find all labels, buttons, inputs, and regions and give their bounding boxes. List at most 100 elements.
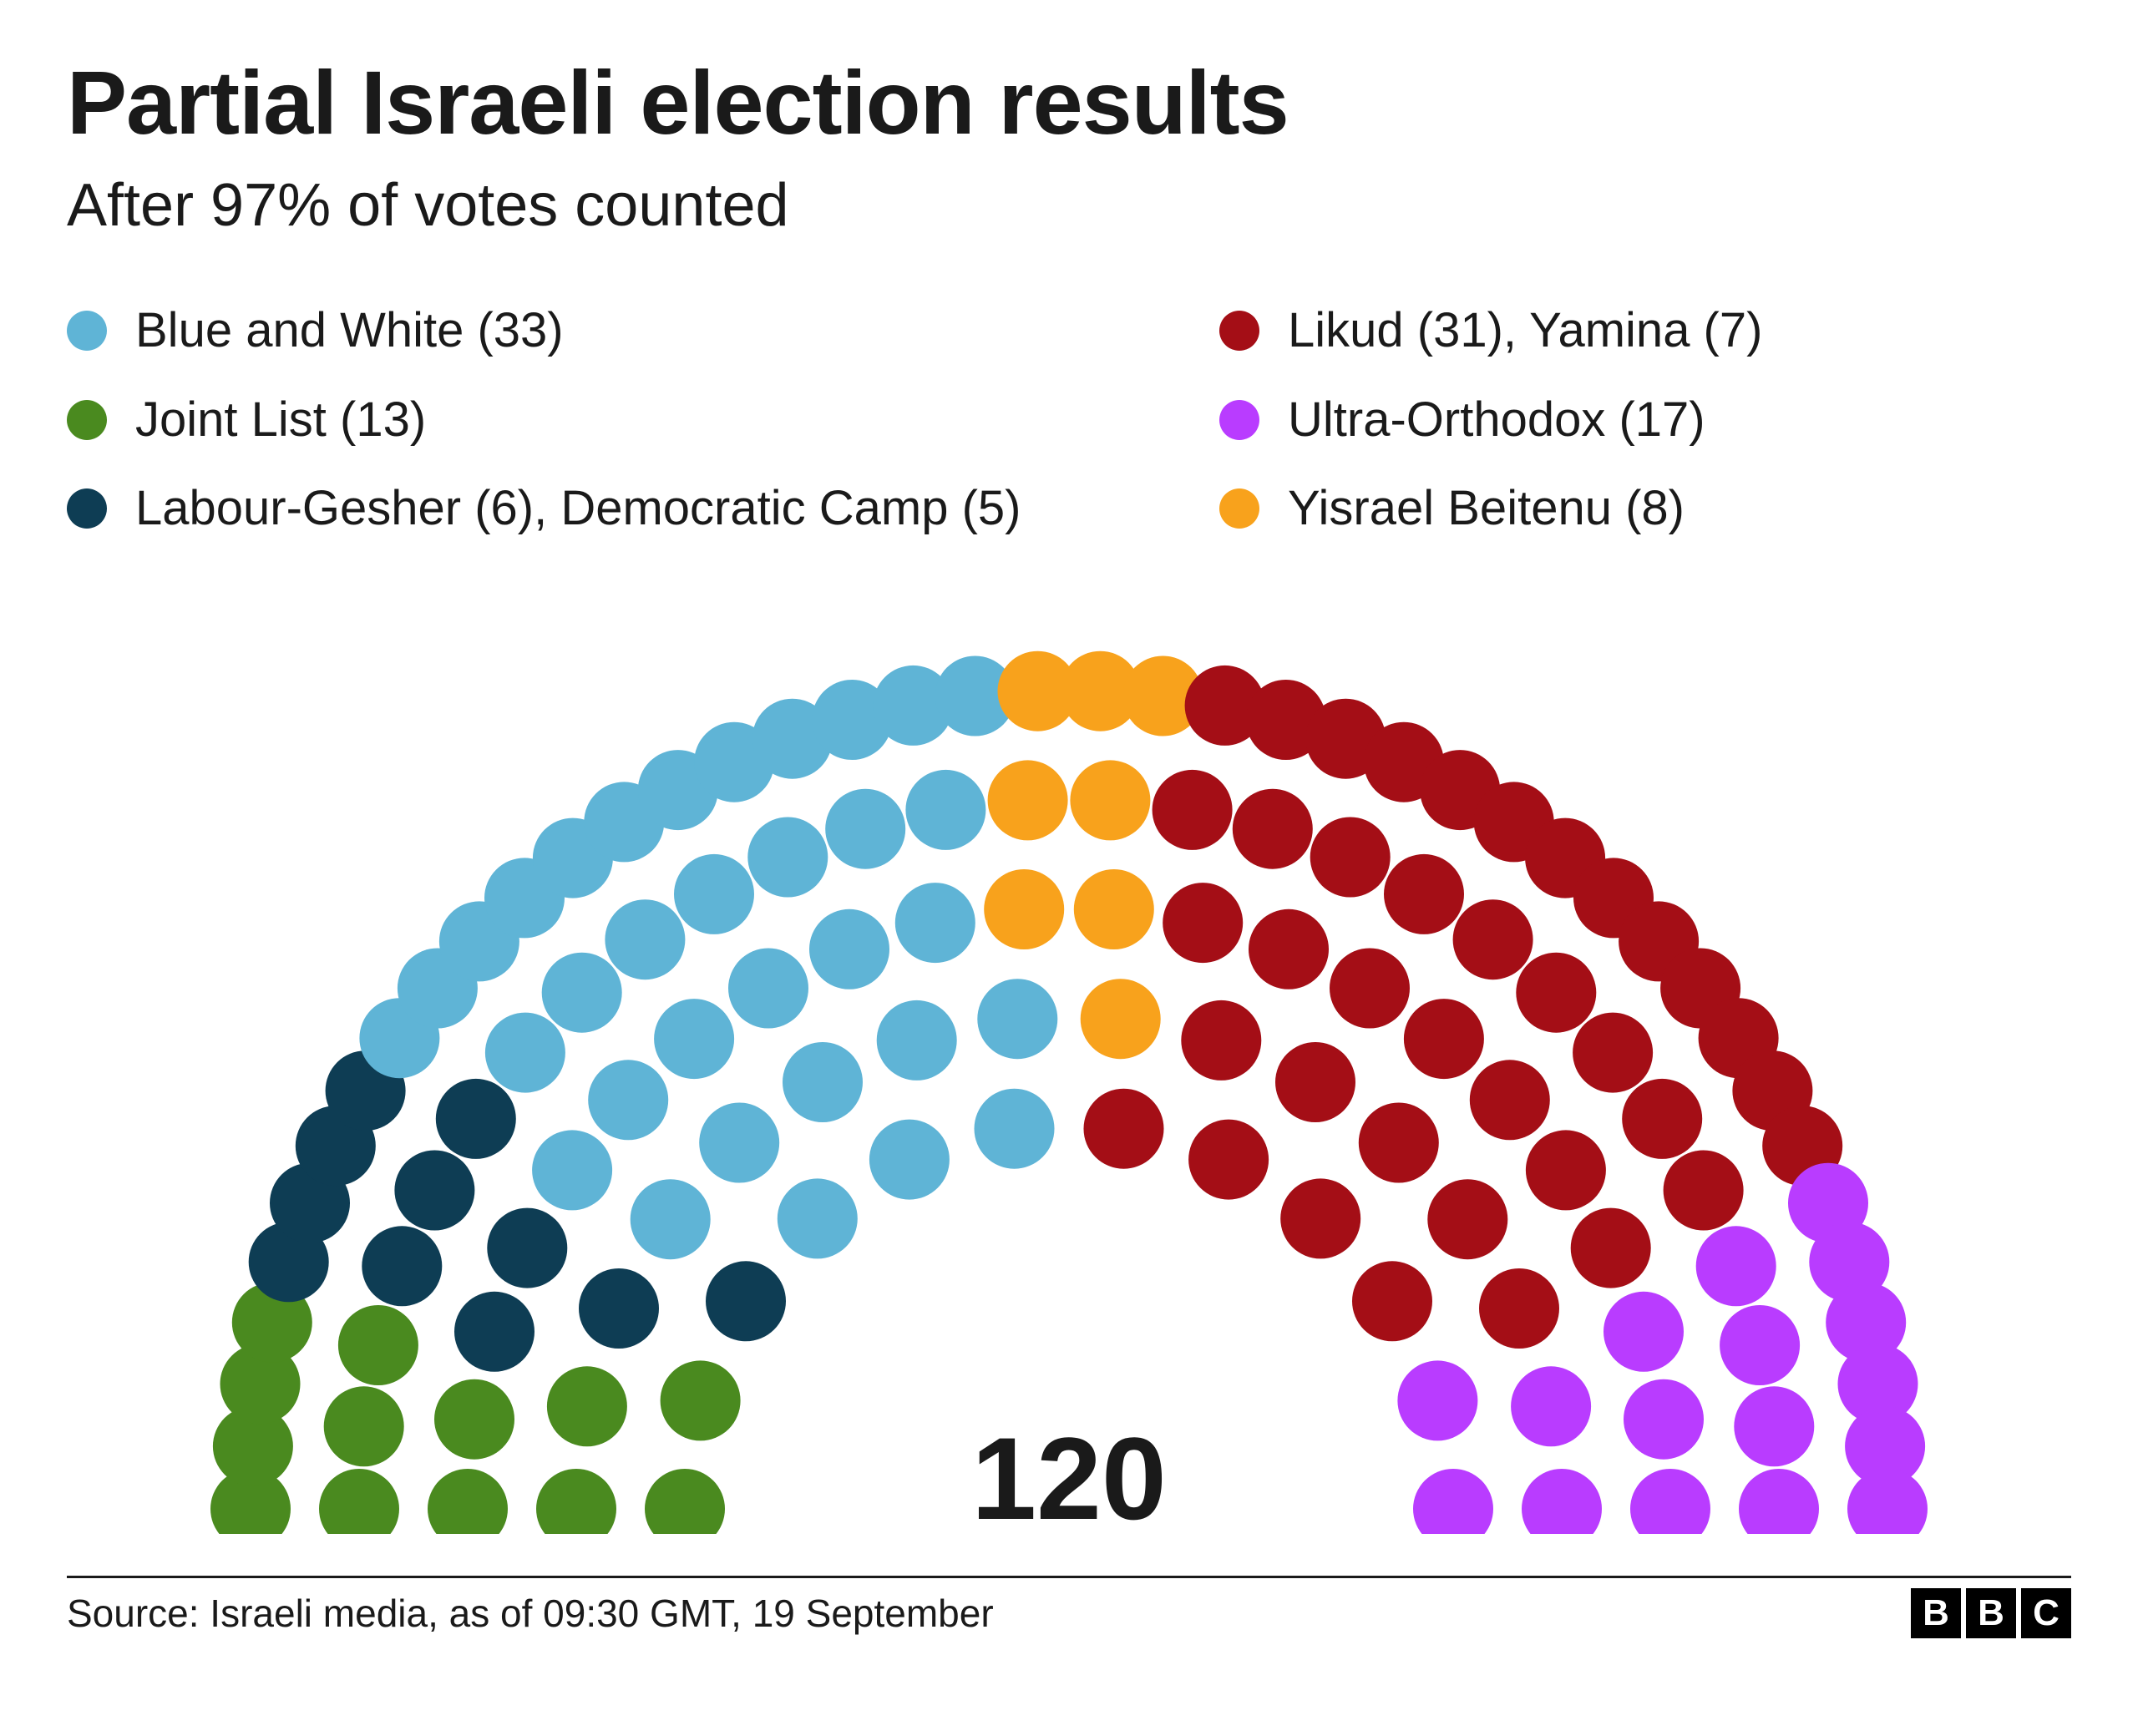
seat-dot: [579, 1268, 659, 1349]
seat-dot: [1330, 948, 1410, 1028]
seat-dot: [436, 1079, 516, 1159]
bbc-logo: BBC: [1911, 1588, 2071, 1638]
legend-item: Yisrael Beitenu (8): [1219, 468, 2054, 550]
seat-dot: [1847, 1469, 1928, 1534]
seat-dot: [631, 1179, 711, 1259]
bbc-logo-box: C: [2021, 1588, 2071, 1638]
seat-dot: [1074, 869, 1154, 949]
seat-dot: [977, 979, 1057, 1059]
seat-dot: [747, 817, 828, 897]
seat-dot: [654, 999, 734, 1079]
legend-label: Joint List (13): [135, 379, 426, 462]
seat-dot: [1359, 1102, 1439, 1182]
seat-dot: [1453, 899, 1533, 979]
seat-dot: [1479, 1268, 1559, 1349]
legend-label: Ultra-Orthodox (17): [1288, 379, 1705, 462]
seat-dot: [895, 883, 975, 963]
seat-dot: [1470, 1060, 1550, 1140]
legend-item: Blue and White (33): [67, 290, 1219, 372]
bbc-logo-box: B: [1911, 1588, 1961, 1638]
seat-dot: [454, 1292, 534, 1372]
seat-dot: [1249, 909, 1329, 989]
seat-dot: [487, 1207, 567, 1288]
seat-dot: [1397, 1360, 1477, 1440]
seat-dot: [1427, 1179, 1507, 1259]
legend-swatch: [67, 400, 107, 440]
seat-dot: [728, 948, 808, 1028]
seat-dot: [547, 1366, 627, 1446]
seat-dot: [362, 1226, 442, 1306]
seat-dot: [783, 1042, 863, 1122]
legend-swatch: [1219, 311, 1259, 351]
seat-dot: [1233, 788, 1313, 868]
legend-item: Likud (31), Yamina (7): [1219, 290, 2054, 372]
seat-dot: [1081, 979, 1161, 1059]
legend-swatch: [1219, 400, 1259, 440]
seat-dot: [825, 788, 905, 868]
seat-dot: [532, 1130, 612, 1210]
seat-dot: [1153, 770, 1233, 850]
page-title: Partial Israeli election results: [67, 50, 2071, 154]
seat-dot: [1522, 1469, 1602, 1534]
seat-dot: [1624, 1379, 1704, 1459]
seat-dot: [394, 1150, 474, 1230]
seat-dot: [988, 760, 1068, 840]
seat-dot: [1084, 1088, 1164, 1168]
footer: Source: Israeli media, as of 09:30 GMT, …: [67, 1576, 2071, 1638]
seat-dot: [1163, 883, 1243, 963]
seat-dot: [1352, 1261, 1432, 1341]
seat-dot: [877, 1000, 957, 1081]
seat-dot: [1275, 1042, 1355, 1122]
seat-dot: [1622, 1079, 1702, 1159]
seat-dot: [699, 1102, 779, 1182]
seat-dot: [1571, 1207, 1651, 1288]
seat-dot: [1188, 1119, 1269, 1199]
seat-dot: [605, 899, 685, 979]
seat-dot: [1413, 1469, 1493, 1534]
seat-dot: [905, 770, 985, 850]
page-subtitle: After 97% of votes counted: [67, 171, 2071, 240]
seat-dot: [1696, 1226, 1776, 1306]
legend-swatch: [67, 488, 107, 529]
seat-dot: [536, 1469, 616, 1534]
legend-item: Labour-Gesher (6), Democratic Camp (5): [67, 468, 1219, 550]
seat-dot: [645, 1469, 725, 1534]
seat-dot: [434, 1379, 514, 1459]
seat-dot: [1310, 817, 1391, 897]
seat-dot: [1604, 1292, 1684, 1372]
seat-dot: [485, 1012, 565, 1092]
seat-dot: [674, 854, 754, 934]
legend-item: Joint List (13): [67, 379, 1219, 462]
legend-label: Yisrael Beitenu (8): [1288, 468, 1685, 550]
legend: Blue and White (33)Joint List (13)Labour…: [67, 290, 2071, 557]
seat-dot: [1526, 1130, 1606, 1210]
seat-dot: [324, 1386, 404, 1466]
source-text: Source: Israeli media, as of 09:30 GMT, …: [67, 1591, 994, 1636]
seat-dot: [1516, 952, 1596, 1032]
seat-dot: [869, 1119, 950, 1199]
legend-swatch: [1219, 488, 1259, 529]
seat-dot: [1070, 760, 1150, 840]
seat-dot: [588, 1060, 668, 1140]
legend-swatch: [67, 311, 107, 351]
legend-item: Ultra-Orthodox (17): [1219, 379, 2054, 462]
seat-dot: [809, 909, 889, 989]
legend-col-left: Blue and White (33)Joint List (13)Labour…: [67, 290, 1219, 557]
seat-dot: [1720, 1305, 1800, 1385]
seat-dot: [1664, 1150, 1744, 1230]
legend-label: Blue and White (33): [135, 290, 564, 372]
seat-dot: [1630, 1469, 1710, 1534]
hemicycle-svg: [92, 574, 2046, 1534]
seat-dot: [1511, 1366, 1591, 1446]
seat-dot: [1384, 854, 1464, 934]
legend-col-right: Likud (31), Yamina (7)Ultra-Orthodox (17…: [1219, 290, 2054, 557]
total-seats-label: 120: [971, 1411, 1167, 1546]
seat-dot: [1280, 1178, 1360, 1258]
seat-dot: [338, 1305, 418, 1385]
legend-label: Likud (31), Yamina (7): [1288, 290, 1762, 372]
hemicycle-chart: 120: [67, 574, 2071, 1559]
seat-dot: [1181, 1000, 1261, 1081]
legend-label: Labour-Gesher (6), Democratic Camp (5): [135, 468, 1021, 550]
seat-dot: [319, 1469, 399, 1534]
seat-dot: [542, 952, 622, 1032]
